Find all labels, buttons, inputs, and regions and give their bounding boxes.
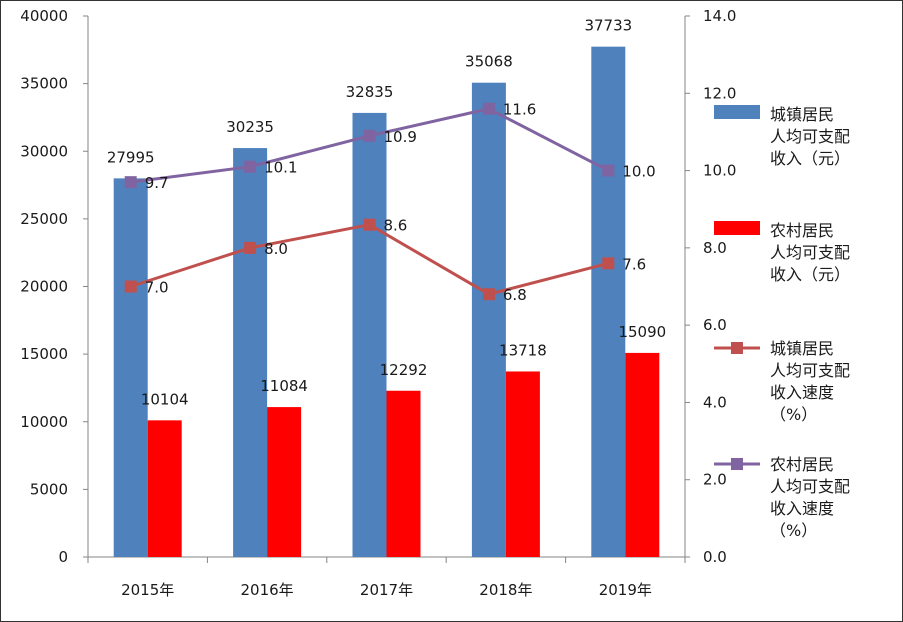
bar-data-label: 10104 bbox=[141, 390, 189, 408]
line-data-label: 7.6 bbox=[622, 255, 646, 273]
bar-urban bbox=[352, 112, 387, 558]
bar-urban bbox=[471, 82, 506, 558]
left-tick-label: 15000 bbox=[20, 345, 68, 363]
legend-swatch-marker bbox=[731, 458, 743, 470]
line-data-label: 8.6 bbox=[384, 217, 408, 235]
left-tick-label: 40000 bbox=[20, 7, 68, 25]
line-data-label: 10.9 bbox=[384, 128, 417, 146]
legend-swatch-bar bbox=[714, 221, 760, 235]
line-marker bbox=[363, 129, 376, 142]
bar-urban bbox=[591, 46, 626, 558]
bar-data-label: 35068 bbox=[465, 53, 513, 71]
bar-rural bbox=[505, 371, 540, 557]
legend-label: 人均可支配 bbox=[770, 477, 850, 496]
legend-swatch-bar bbox=[714, 105, 760, 119]
right-tick-label: 6.0 bbox=[703, 316, 727, 334]
left-tick-label: 35000 bbox=[20, 75, 68, 93]
left-tick-label: 5000 bbox=[30, 480, 68, 498]
line-data-label: 7.0 bbox=[145, 279, 169, 297]
line-data-label: 10.1 bbox=[264, 159, 297, 177]
legend-label: 城镇居民 bbox=[770, 105, 834, 124]
line-marker bbox=[363, 218, 376, 231]
bar-data-label: 15090 bbox=[618, 323, 666, 341]
right-tick-label: 2.0 bbox=[703, 471, 727, 489]
line-marker bbox=[602, 257, 615, 270]
right-tick-label: 0.0 bbox=[703, 548, 727, 566]
right-tick-label: 4.0 bbox=[703, 393, 727, 411]
legend-swatch-marker bbox=[731, 342, 743, 354]
line-data-label: 9.7 bbox=[145, 174, 169, 192]
x-tick-label: 2019年 bbox=[599, 581, 652, 599]
legend-label: （%） bbox=[770, 521, 817, 540]
bar-rural bbox=[267, 407, 302, 557]
bar-data-label: 32835 bbox=[346, 83, 394, 101]
line-data-label: 6.8 bbox=[503, 286, 527, 304]
legend-label: 人均可支配 bbox=[770, 243, 850, 262]
bar-urban bbox=[113, 178, 148, 558]
legend-label: 收入（元） bbox=[770, 265, 850, 284]
legend-label: （%） bbox=[770, 405, 817, 424]
bar-rural bbox=[386, 390, 421, 557]
line-marker bbox=[482, 102, 495, 115]
legend-label: 农村居民 bbox=[770, 221, 834, 240]
line-data-label: 11.6 bbox=[503, 101, 536, 119]
x-tick-label: 2016年 bbox=[241, 581, 294, 599]
right-tick-label: 10.0 bbox=[703, 162, 736, 180]
line-data-label: 8.0 bbox=[264, 240, 288, 258]
legend-label: 收入速度 bbox=[770, 499, 834, 518]
left-tick-label: 25000 bbox=[20, 210, 68, 228]
right-tick-label: 8.0 bbox=[703, 239, 727, 257]
bar-data-label: 11084 bbox=[260, 377, 308, 395]
bar-data-label: 12292 bbox=[380, 361, 428, 379]
left-tick-label: 30000 bbox=[20, 142, 68, 160]
legend-label: 人均可支配 bbox=[770, 361, 850, 380]
bar-urban bbox=[233, 148, 268, 557]
x-tick-label: 2015年 bbox=[121, 581, 174, 599]
line-marker bbox=[124, 280, 137, 293]
left-tick-label: 20000 bbox=[20, 278, 68, 296]
bar-data-label: 27995 bbox=[107, 148, 155, 166]
legend-label: 收入（元） bbox=[770, 149, 850, 168]
legend-label: 农村居民 bbox=[770, 455, 834, 474]
x-tick-label: 2017年 bbox=[360, 581, 413, 599]
bar-data-label: 37733 bbox=[584, 17, 632, 35]
right-tick-label: 12.0 bbox=[703, 84, 736, 102]
legend-label: 收入速度 bbox=[770, 383, 834, 402]
legend-label: 人均可支配 bbox=[770, 127, 850, 146]
line-marker bbox=[244, 160, 257, 173]
bar-rural bbox=[147, 420, 182, 557]
line-marker bbox=[602, 164, 615, 177]
left-tick-label: 10000 bbox=[20, 413, 68, 431]
bar-data-label: 13718 bbox=[499, 341, 547, 359]
legend-label: 城镇居民 bbox=[770, 339, 834, 358]
line-marker bbox=[244, 241, 257, 254]
line-marker bbox=[124, 176, 137, 189]
bar-rural bbox=[625, 352, 660, 557]
left-tick-label: 0 bbox=[58, 548, 68, 566]
x-tick-label: 2018年 bbox=[479, 581, 532, 599]
line-data-label: 10.0 bbox=[622, 163, 655, 181]
right-tick-label: 14.0 bbox=[703, 7, 736, 25]
bar-data-label: 30235 bbox=[226, 118, 274, 136]
line-marker bbox=[482, 288, 495, 301]
